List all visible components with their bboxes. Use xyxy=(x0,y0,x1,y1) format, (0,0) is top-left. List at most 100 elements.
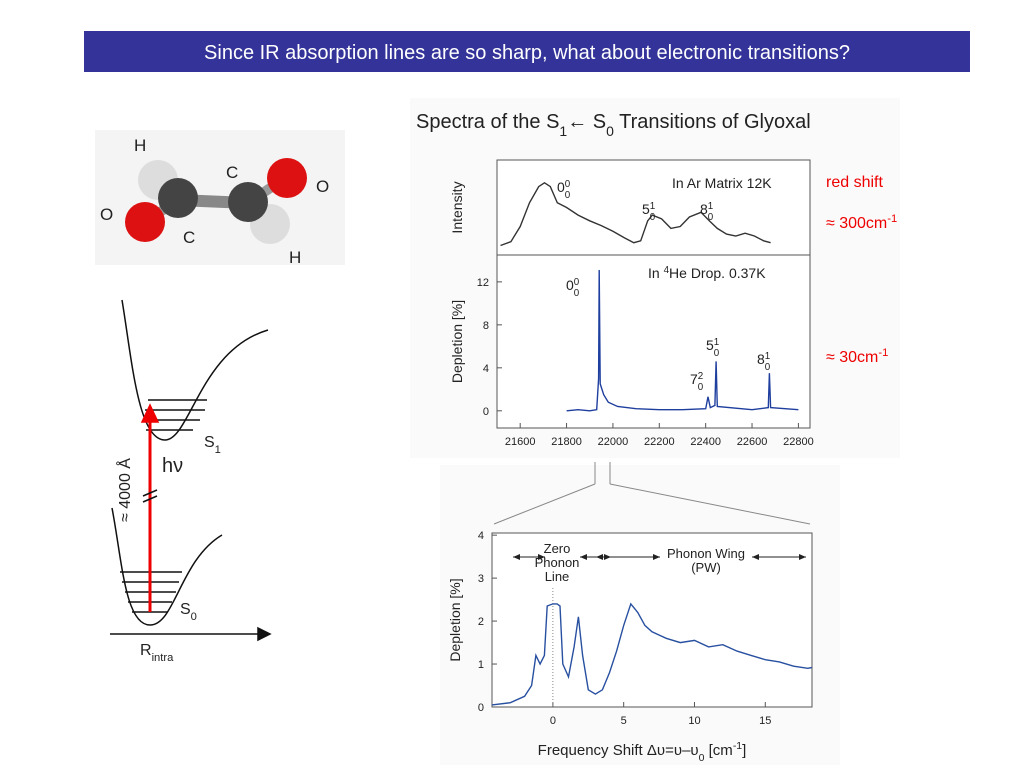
annotation: 81 0 xyxy=(700,201,714,223)
molecule: H C O O C H xyxy=(95,130,345,267)
text-part: ≈ 30cm xyxy=(826,349,878,366)
annotation: In 4He Drop. 0.37K xyxy=(648,265,766,282)
plot-frame xyxy=(496,159,811,256)
spectrum-line xyxy=(566,269,799,412)
text-part: S xyxy=(180,601,191,618)
upper-state-label: S1 xyxy=(204,434,221,456)
x-tick-label: 21800 xyxy=(551,436,582,448)
break-mark xyxy=(142,489,158,497)
x-tick-label: 5 xyxy=(621,715,627,727)
text-part: 0 xyxy=(699,752,705,764)
annotation: 72 0 xyxy=(690,371,704,393)
atom-label: C xyxy=(226,163,238,182)
photon-label: hν xyxy=(162,455,183,477)
text-part: 0 xyxy=(566,277,574,293)
text-part: 1 xyxy=(714,337,719,348)
text-part: 1 xyxy=(650,201,655,212)
text-part: -1 xyxy=(878,347,888,359)
text-part: 0 xyxy=(606,123,614,139)
y-tick-label: 0 xyxy=(478,702,484,714)
y-tick-label: 4 xyxy=(478,530,484,542)
plot-frame xyxy=(496,254,811,429)
y-tick-label: 8 xyxy=(483,320,489,332)
title-bar xyxy=(84,31,970,72)
x-axis-label: Frequency Shift Δυ=υ–υ0 [cm-1] xyxy=(538,740,747,764)
text-part: 0 xyxy=(574,288,580,299)
upper-well xyxy=(121,299,269,441)
text-part: ] xyxy=(742,742,746,759)
text-part: 0 xyxy=(698,382,704,393)
annotation: 81 0 xyxy=(757,351,771,373)
annotation: 00 0 xyxy=(557,179,571,201)
annotation: 51 0 xyxy=(706,337,720,359)
text-part: 4 xyxy=(664,265,670,276)
text-part: 1 xyxy=(559,123,567,139)
text-part: 0 xyxy=(765,362,771,373)
text-part: 0 xyxy=(650,212,656,223)
y-tick-label: 2 xyxy=(478,616,484,628)
text-part: 0 xyxy=(191,611,197,623)
x-tick-label: 22000 xyxy=(598,436,629,448)
text-part: red shift xyxy=(826,174,883,191)
atom-o xyxy=(125,202,165,242)
spectrum-line xyxy=(500,181,771,247)
y-tick-label: 4 xyxy=(483,363,489,375)
y-tick-label: 0 xyxy=(483,406,489,418)
connector xyxy=(609,483,811,525)
annotation: (PW) xyxy=(691,560,721,575)
annotation: 51 0 xyxy=(642,201,656,223)
x-tick-label: 22800 xyxy=(783,436,814,448)
side-note: red shift xyxy=(826,174,883,191)
text-part: 0 xyxy=(565,179,571,190)
x-tick-label: 22600 xyxy=(737,436,768,448)
atom-c xyxy=(158,178,198,218)
text-part: 8 xyxy=(700,201,708,217)
text-part: ← S xyxy=(567,111,606,133)
text-part: Spectra of the S xyxy=(416,111,559,133)
text-part: R xyxy=(140,642,152,659)
atom-label: O xyxy=(100,205,113,224)
text-part: 1 xyxy=(708,201,713,212)
x-tick-label: 0 xyxy=(550,715,556,727)
annotation: Zero xyxy=(544,541,571,556)
text-part: 2 xyxy=(698,371,703,382)
figure-title: Spectra of the S1← S0 Transitions of Gly… xyxy=(416,111,811,139)
text-part: Transitions of Glyoxal xyxy=(614,111,811,133)
plot-frame xyxy=(491,532,813,708)
coordinate-label: Rintra xyxy=(140,642,174,664)
axis-arrow xyxy=(257,626,272,642)
text-part: -1 xyxy=(887,213,897,225)
x-tick-label: 22400 xyxy=(690,436,721,448)
slide-title: Since IR absorption lines are so sharp, … xyxy=(204,42,850,64)
text-part: 1 xyxy=(215,444,221,456)
atom-label: C xyxy=(183,228,195,247)
side-note: ≈ 300cm-1 xyxy=(826,213,897,232)
side-note: ≈ 30cm-1 xyxy=(826,347,888,366)
text-part: In xyxy=(648,265,664,281)
text-part: He Drop. 0.37K xyxy=(669,265,766,281)
y-tick-label: 3 xyxy=(478,573,484,585)
text-part: ≈ 300cm xyxy=(826,215,887,232)
text-part: 0 xyxy=(557,179,565,195)
text-part: 0 xyxy=(708,212,714,223)
annotation: Phonon Wing xyxy=(667,546,745,561)
text-part: [cm xyxy=(704,742,732,759)
text-part: 1 xyxy=(765,351,770,362)
atom-label: H xyxy=(289,248,301,267)
x-tick-label: 15 xyxy=(759,715,771,727)
text-part: 0 xyxy=(714,348,720,359)
text-part: 0 xyxy=(565,190,571,201)
arrow-head xyxy=(140,403,160,423)
annotation: 00 0 xyxy=(566,277,580,299)
y-axis-label: Depletion [%] xyxy=(449,300,465,383)
lower-state-label: S0 xyxy=(180,601,197,623)
y-tick-label: 1 xyxy=(478,659,484,671)
text-part: In Ar Matrix 12K xyxy=(672,175,772,191)
wavelength-label: ≈ 4000 Å xyxy=(115,458,134,522)
text-part: Frequency Shift Δυ=υ–υ xyxy=(538,742,699,759)
spectrum-line xyxy=(491,602,813,706)
annotation: Phonon xyxy=(535,555,580,570)
annotation: Line xyxy=(545,569,570,584)
y-axis-label: Depletion [%] xyxy=(447,578,463,661)
